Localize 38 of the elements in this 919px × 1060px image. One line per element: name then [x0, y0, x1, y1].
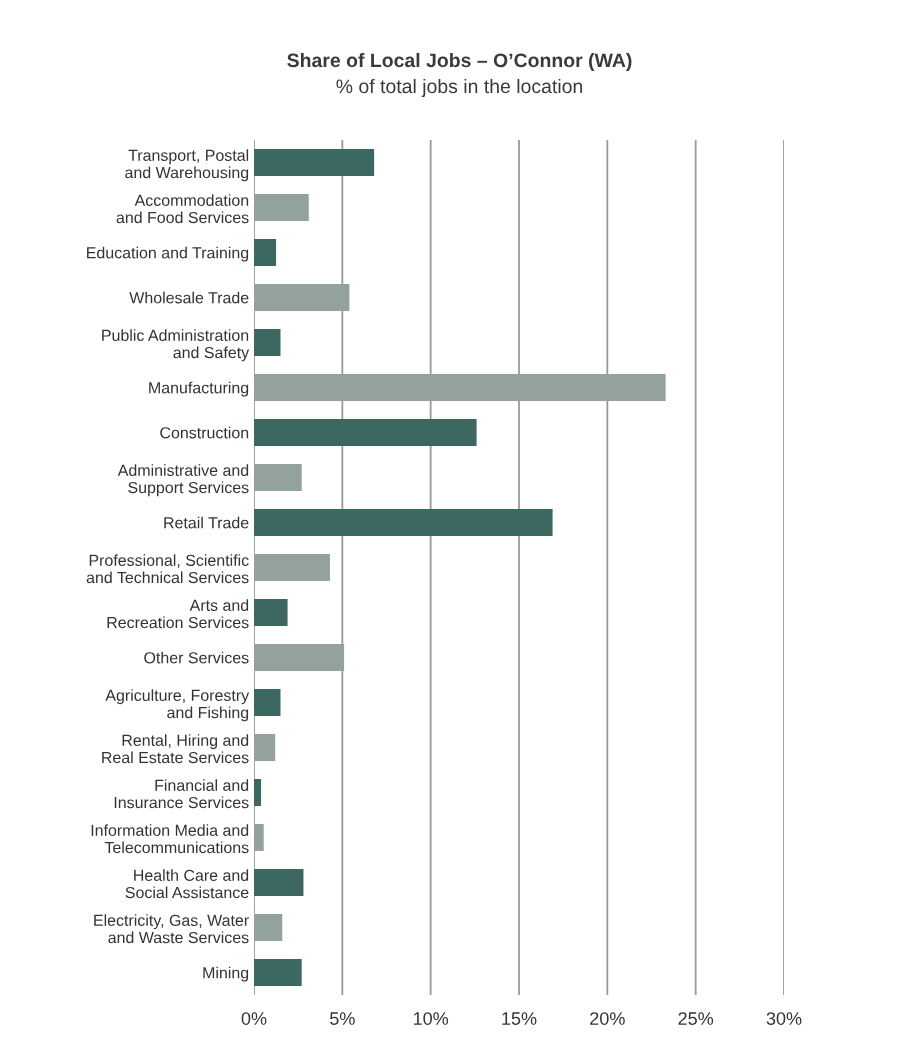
y-tick-label: Other Services [144, 651, 249, 664]
bar [254, 149, 375, 176]
bar [254, 689, 281, 716]
bar [254, 599, 288, 626]
y-tick-label: Manufacturing [149, 381, 249, 397]
y-tick-label: Retail Trade [164, 516, 249, 529]
y-tick-label: Public Administration and Safety [102, 329, 250, 362]
chart-subtitle: % of total jobs in the location [336, 78, 583, 98]
x-tick-label: 5% [330, 1012, 355, 1025]
y-tick-label: Construction [160, 426, 249, 439]
bar [254, 239, 277, 266]
y-tick-label: Financial and Insurance Services [114, 779, 249, 809]
y-tick-label: Education and Training [87, 246, 249, 262]
chart-title: Share of Local Jobs – O’Connor (WA) [287, 52, 632, 72]
x-tick-label: 30% [766, 1012, 802, 1025]
y-tick-label: Rental, Hiring and Real Estate Services [102, 734, 249, 764]
bar [254, 869, 304, 896]
bar [254, 959, 302, 986]
y-tick-label: Professional, Scientific and Technical Services [86, 554, 249, 584]
bar [254, 509, 553, 536]
bar [254, 419, 477, 446]
x-tick-label: 15% [502, 1012, 537, 1025]
y-tick-label: Agriculture, Forestry and Fishing [105, 689, 250, 722]
y-tick-label: Transport, Postal and Warehousing [125, 149, 249, 182]
y-tick-label: Information Media and Telecommunications [91, 824, 249, 854]
y-tick-label: Electricity, Gas, Water and Waste Services [94, 914, 249, 944]
bar [254, 779, 262, 806]
y-tick-label: Administrative and Support Services [117, 464, 249, 497]
x-tick-label: 0% [241, 1012, 267, 1025]
y-tick-label: Arts and Recreation Services [107, 599, 249, 629]
y-tick-label: Health Care and Social Assistance [125, 869, 249, 899]
x-tick-label: 25% [678, 1012, 714, 1025]
y-tick-label: Wholesale Trade [129, 291, 249, 304]
y-tick-label: Mining [203, 966, 249, 982]
x-tick-label: 10% [413, 1012, 449, 1025]
bar [254, 329, 281, 356]
y-tick-label: Accommodation and Food Services [116, 194, 249, 224]
x-tick-label: 20% [590, 1012, 625, 1025]
